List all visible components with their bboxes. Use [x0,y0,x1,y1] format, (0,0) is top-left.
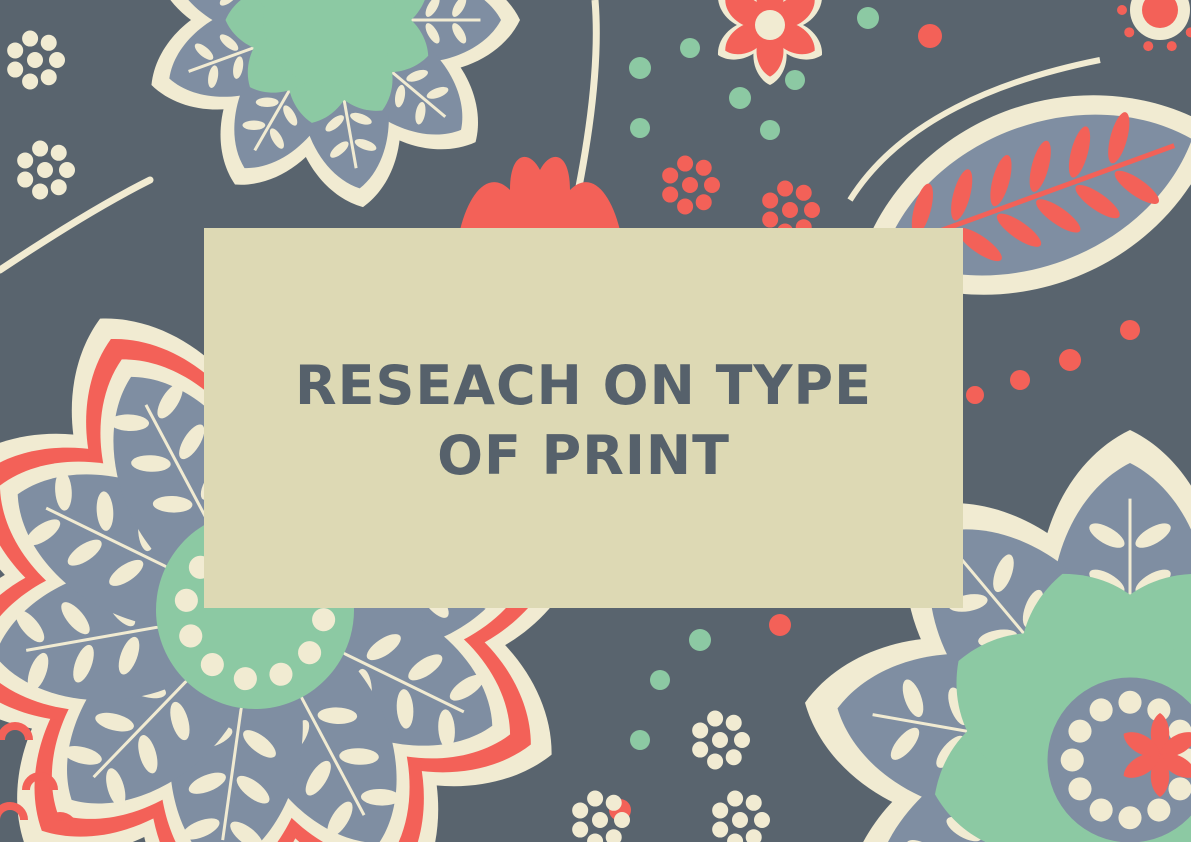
dot-cluster [7,30,65,90]
title-card: RESEACH ON TYPE OF PRINT [204,228,963,608]
title-line-2: OF PRINT [437,424,730,487]
petal-vein [15,594,175,691]
dot-cluster [17,140,75,200]
petal-vein [283,682,401,837]
dot-cluster [692,710,750,770]
title-line-1: RESEACH ON TYPE [295,354,872,417]
dot-cluster [662,155,720,215]
dot-cluster [712,790,770,842]
squiggle-motif [0,722,78,831]
slide-title: RESEACH ON TYPE OF PRINT [274,345,894,491]
flower-motif-red [718,0,822,85]
stem-line [847,57,1101,202]
flower-motif-top [151,0,520,208]
tulip-motif [460,156,620,230]
dot-ring-corner [1117,5,1191,52]
stem-line [0,176,154,274]
dot-cluster [572,790,630,842]
flower-motif-right [805,430,1191,842]
star-center [1123,713,1191,797]
petal-vein [109,383,227,538]
petal-vein [63,668,199,807]
